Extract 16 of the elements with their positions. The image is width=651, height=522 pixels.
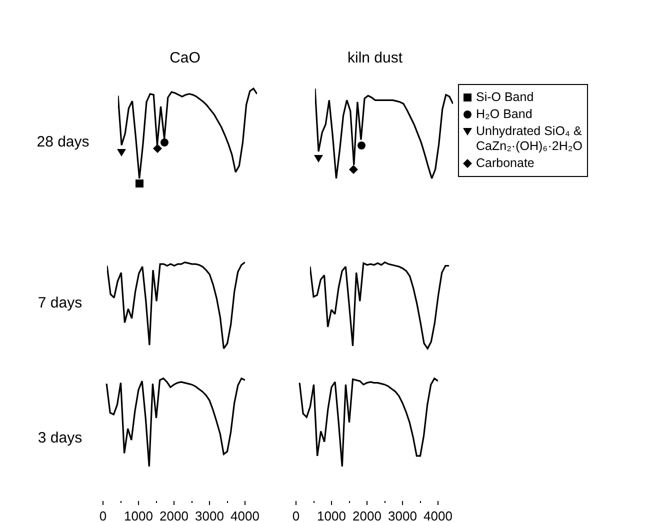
x-tick-label: 1000	[124, 508, 153, 522]
x-tick-label: 3000	[195, 508, 224, 522]
x-tick-label: 4000	[230, 508, 260, 522]
x-tick-label: 0	[292, 508, 300, 522]
x-tick-label: 2000	[352, 508, 382, 522]
text: 7 days	[38, 294, 82, 312]
x-tick-label: 4000	[424, 508, 452, 522]
text: kiln dust	[347, 50, 403, 66]
legend-frame: Si-O Band H₂O Band Unhydrated SiO₄ & CaZn₂·(OH)₆·2H₂O Carbonate	[458, 84, 588, 177]
text: 3 days	[38, 430, 82, 446]
text: 28 days	[36, 134, 90, 150]
x-tick-label: 3000	[388, 508, 417, 522]
text: CaO	[170, 50, 200, 66]
x-tick-label: 2000	[160, 508, 188, 522]
x-tick-label: 1000	[317, 508, 346, 522]
x-tick-label: 0	[99, 508, 107, 522]
